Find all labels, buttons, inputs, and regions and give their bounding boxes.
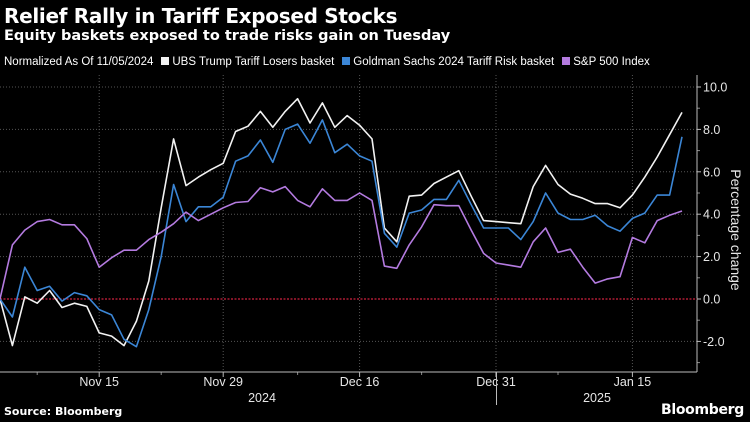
legend: Normalized As Of 11/05/2024 UBS Trump Ta…: [4, 56, 650, 68]
legend-label: S&P 500 Index: [573, 56, 650, 68]
y-axis-label: Percentage change: [728, 169, 744, 291]
x-tick-label: Jan 15: [614, 375, 652, 389]
legend-label: Goldman Sachs 2024 Tariff Risk basket: [353, 56, 555, 68]
y-tick-label: 8.0: [703, 123, 720, 137]
year-label: 2025: [583, 391, 611, 405]
y-tick-label: 6.0: [703, 165, 720, 179]
y-tick-label: -2.0: [703, 335, 725, 349]
legend-item-ubs: UBS Trump Tariff Losers basket: [161, 56, 334, 68]
y-tick-label: 10.0: [703, 81, 727, 95]
y-tick-label: 0.0: [703, 293, 720, 307]
legend-note: Normalized As Of 11/05/2024: [4, 56, 154, 68]
ubs-series-line: [0, 97, 683, 347]
legend-swatch: [562, 57, 571, 65]
legend-swatch: [342, 57, 351, 65]
chart-subtitle: Equity baskets exposed to trade risks ga…: [4, 28, 451, 44]
x-tick-label: Nov 15: [79, 375, 119, 389]
x-tick-label: Dec 16: [340, 375, 380, 389]
bloomberg-logo: Bloomberg: [660, 402, 744, 418]
y-tick-label: 2.0: [703, 250, 720, 264]
goldman-series-line: [0, 119, 683, 348]
legend-label: UBS Trump Tariff Losers basket: [172, 56, 335, 68]
x-tick-label: Nov 29: [203, 375, 243, 389]
source-note: Source: Bloomberg: [4, 405, 123, 418]
legend-item-sp500: S&P 500 Index: [562, 56, 650, 68]
year-label: 2024: [248, 391, 276, 405]
sp500-series-line: [0, 185, 683, 300]
chart-title: Relief Rally in Tariff Exposed Stocks: [4, 4, 398, 28]
legend-swatch: [161, 57, 170, 65]
legend-item-goldman: Goldman Sachs 2024 Tariff Risk basket: [342, 56, 554, 68]
y-tick-label: 4.0: [703, 208, 720, 222]
